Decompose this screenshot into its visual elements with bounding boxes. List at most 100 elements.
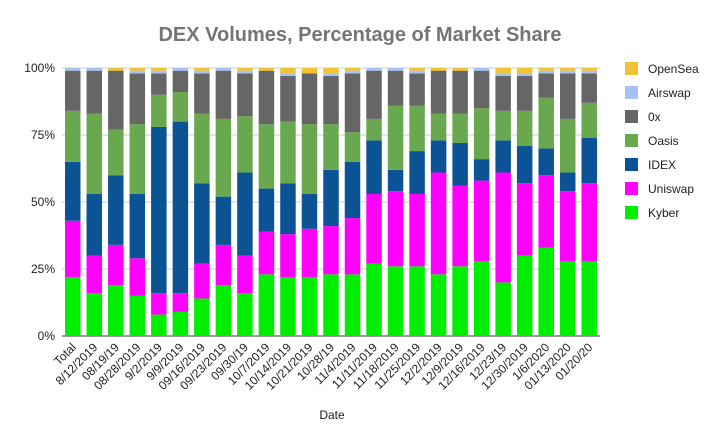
- bar-segment-kyber: [194, 298, 210, 336]
- bar-segment-uniswap: [538, 175, 554, 248]
- bar-segment-airswap: [538, 70, 554, 74]
- bar-segment-oasis: [108, 129, 124, 176]
- bar-segment-airswap: [280, 73, 296, 77]
- bar-segment-oasis: [301, 124, 318, 194]
- bar-segment-oasis: [86, 113, 103, 194]
- bar-segment-opensea: [280, 68, 296, 74]
- bar-segment-airswap: [387, 68, 404, 71]
- bar-segment-opensea: [538, 68, 554, 71]
- bar-segment-oasis: [430, 113, 447, 141]
- bar-segment-airswap: [215, 68, 232, 71]
- bar-segment-airswap: [237, 70, 253, 74]
- bar-segment-airswap: [129, 70, 146, 74]
- bar-segment-uniswap: [258, 231, 275, 275]
- bar-segment-opensea: [194, 68, 210, 71]
- bar-segment-kyber: [301, 277, 318, 336]
- bar-segment-airswap: [409, 70, 425, 74]
- bar-segment-airswap: [344, 70, 361, 74]
- bar-segment-opensea: [108, 68, 124, 71]
- bar-segment-uniswap: [323, 226, 339, 275]
- bar-segment-kyber: [108, 285, 124, 336]
- bar-segment-idex: [86, 193, 103, 256]
- bar-segment-idex: [323, 169, 339, 227]
- y-tick-label: 0%: [38, 329, 56, 343]
- bar-segment-opensea: [495, 68, 511, 74]
- bar-segment-0x: [280, 76, 296, 122]
- bar-segment-uniswap: [409, 193, 425, 267]
- bar-segment-uniswap: [151, 293, 167, 315]
- bar-segment-idex: [129, 193, 146, 259]
- bar-segment-uniswap: [237, 255, 253, 294]
- bar-segment-0x: [172, 70, 189, 93]
- bar-segment-0x: [237, 73, 253, 117]
- bar-segment-0x: [430, 70, 447, 114]
- bar-segment-idex: [280, 183, 296, 235]
- bar-segment-0x: [452, 70, 468, 114]
- bar-segment-opensea: [344, 68, 361, 71]
- bar-segment-0x: [151, 73, 167, 95]
- bar-segment-0x: [473, 70, 490, 109]
- bar-segment-uniswap: [559, 191, 576, 261]
- bar-segment-oasis: [473, 108, 490, 160]
- bar-segment-uniswap: [172, 293, 189, 312]
- bar-segment-kyber: [538, 247, 554, 336]
- bar-segment-0x: [301, 73, 318, 125]
- legend-label-idex: IDEX: [648, 158, 676, 172]
- bar-segment-kyber: [452, 266, 468, 336]
- legend-label-opensea: OpenSea: [648, 62, 699, 76]
- x-axis-label: Date: [319, 408, 345, 422]
- bar-segment-kyber: [129, 295, 146, 336]
- bars: [65, 68, 597, 336]
- bar-segment-idex: [344, 161, 361, 219]
- bar-segment-uniswap: [344, 218, 361, 275]
- bar-segment-uniswap: [581, 183, 597, 261]
- bar-segment-uniswap: [194, 263, 210, 299]
- bar-segment-idex: [516, 145, 533, 184]
- bar-segment-idex: [172, 121, 189, 294]
- bar-segment-opensea: [323, 68, 339, 74]
- bar-segment-idex: [387, 169, 404, 192]
- bar-segment-kyber: [473, 260, 490, 336]
- bar-segment-oasis: [129, 124, 146, 194]
- bar-segment-opensea: [258, 68, 275, 71]
- bar-segment-kyber: [430, 274, 447, 336]
- bar-segment-oasis: [237, 116, 253, 173]
- bar-segment-opensea: [237, 68, 253, 71]
- legend-label-0x: 0x: [648, 110, 661, 124]
- bar-segment-0x: [323, 76, 339, 125]
- bar-segment-airswap: [194, 70, 210, 74]
- bar-segment-kyber: [172, 311, 189, 336]
- bar-segment-oasis: [516, 110, 533, 146]
- bar-segment-airswap: [151, 70, 167, 74]
- bar-segment-0x: [344, 73, 361, 133]
- bar-segment-0x: [366, 70, 382, 119]
- bar-segment-idex: [366, 140, 382, 194]
- bar-segment-kyber: [344, 274, 361, 336]
- bar-segment-airswap: [516, 73, 533, 77]
- legend-label-oasis: Oasis: [648, 134, 679, 148]
- bar-segment-oasis: [215, 118, 232, 197]
- x-axis-ticks: Total8/12/201908/19/1908/28/20199/2/2019…: [51, 340, 596, 393]
- legend-swatch-idex: [625, 158, 638, 171]
- bar-segment-uniswap: [215, 244, 232, 286]
- legend-label-kyber: Kyber: [648, 206, 679, 220]
- bar-segment-0x: [387, 70, 404, 106]
- bar-segment-0x: [559, 73, 576, 119]
- bar-segment-kyber: [258, 274, 275, 336]
- bar-segment-idex: [538, 148, 554, 176]
- y-tick-label: 75%: [31, 128, 55, 142]
- bar-segment-idex: [151, 126, 167, 294]
- bar-segment-0x: [581, 73, 597, 103]
- bar-segment-idex: [301, 193, 318, 229]
- bar-segment-uniswap: [129, 258, 146, 296]
- bar-segment-uniswap: [430, 172, 447, 275]
- legend-swatch-uniswap: [625, 182, 638, 195]
- bar-segment-idex: [473, 159, 490, 181]
- bar-segment-oasis: [409, 105, 425, 152]
- bar-segment-airswap: [65, 68, 81, 71]
- bar-segment-oasis: [151, 94, 167, 127]
- bar-segment-kyber: [559, 260, 576, 336]
- legend-swatch-0x: [625, 110, 638, 123]
- bar-segment-opensea: [151, 68, 167, 71]
